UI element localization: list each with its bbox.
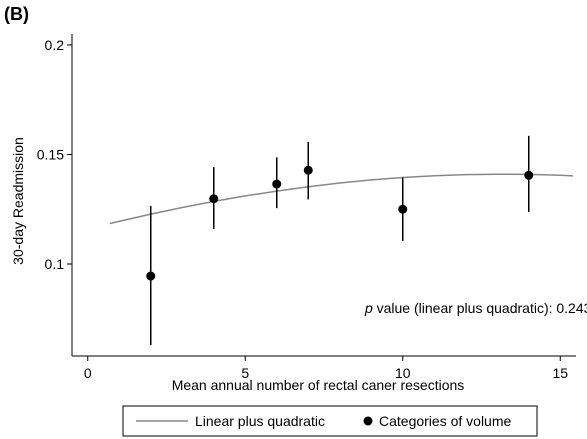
data-point: [524, 170, 534, 180]
legend: Linear plus quadratic Categories of volu…: [122, 405, 538, 437]
data-point: [303, 165, 313, 175]
p-value-text: value (linear plus quadratic): 0.243: [373, 300, 587, 316]
x-tick-label: 5: [241, 365, 249, 381]
x-axis-ticks: 0 5 10 15: [84, 356, 568, 381]
x-tick-label: 0: [84, 365, 92, 381]
data-point: [146, 271, 156, 281]
fit-curve-line: [109, 173, 573, 225]
x-tick-label: 15: [552, 365, 568, 381]
y-axis-label: 30-day Readmission: [10, 137, 26, 265]
panel-label: (B): [4, 4, 29, 24]
legend-point-swatch: [363, 416, 373, 426]
data-point: [272, 179, 282, 189]
p-value-annotation: p value (linear plus quadratic): 0.243: [364, 300, 587, 316]
data-point: [209, 194, 219, 204]
data-point: [398, 204, 408, 214]
data-points-group: [146, 135, 534, 346]
y-tick-label: 0.15: [37, 146, 64, 162]
x-tick-label: 10: [395, 365, 411, 381]
legend-box: [122, 405, 538, 437]
p-value-italic: p: [364, 300, 373, 316]
legend-label-points: Categories of volume: [379, 413, 512, 429]
legend-label-fit: Linear plus quadratic: [195, 413, 325, 429]
fit-curve-group: [109, 173, 573, 225]
y-axis-ticks: 0.1 0.15 0.2: [37, 37, 72, 272]
y-tick-label: 0.1: [45, 256, 65, 272]
plot-axes: [71, 34, 576, 357]
y-tick-label: 0.2: [45, 37, 65, 53]
x-axis-label: Mean annual number of rectal caner resec…: [172, 377, 465, 393]
